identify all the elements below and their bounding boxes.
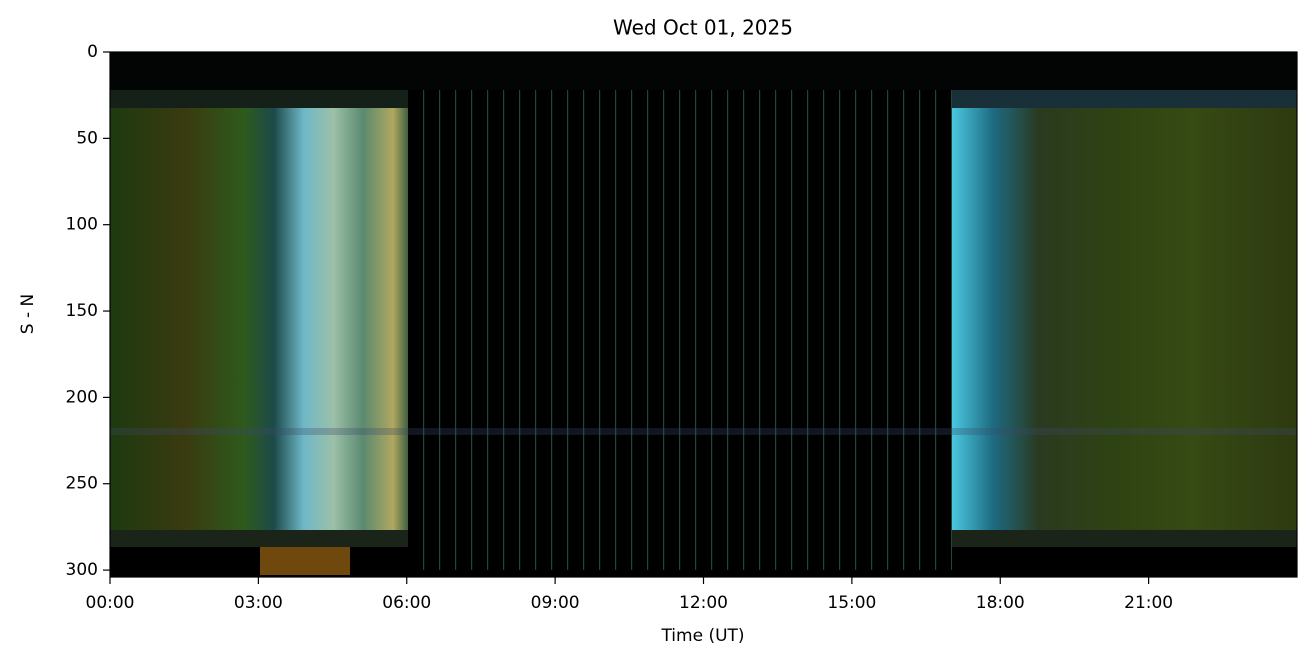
x-tick-label: 18:00 — [976, 593, 1025, 613]
x-tick-label: 09:00 — [531, 593, 580, 613]
y-tick-label: 50 — [76, 128, 98, 148]
x-tick-label: 21:00 — [1124, 593, 1173, 613]
y-axis-label: S - N — [18, 294, 38, 334]
y-tick-label: 150 — [66, 301, 98, 321]
x-tick-label: 03:00 — [234, 593, 283, 613]
keogram-image — [110, 52, 1297, 577]
x-axis-label: Time (UT) — [660, 626, 744, 646]
x-tick-label: 12:00 — [679, 593, 728, 613]
y-tick-label: 300 — [66, 560, 98, 580]
y-tick-label: 250 — [66, 474, 98, 494]
y-tick-label: 200 — [66, 387, 98, 407]
chart-title: Wed Oct 01, 2025 — [613, 16, 793, 40]
y-tick-label: 100 — [66, 215, 98, 235]
x-tick-label: 06:00 — [382, 593, 431, 613]
x-tick-label: 15:00 — [827, 593, 876, 613]
x-tick-label: 00:00 — [86, 593, 135, 613]
y-tick-label: 0 — [87, 42, 98, 62]
